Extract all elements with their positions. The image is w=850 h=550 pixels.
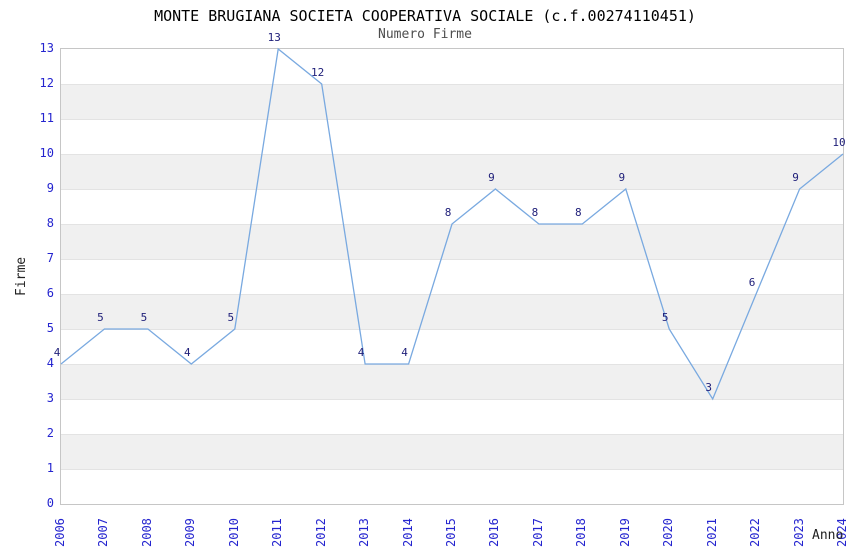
plot-band <box>61 294 843 329</box>
data-point-label: 9 <box>618 171 626 184</box>
plot-band <box>61 364 843 399</box>
y-tick-label: 8 <box>46 216 54 230</box>
y-tick-label: 3 <box>46 391 54 405</box>
data-point-label: 8 <box>444 206 452 219</box>
plot-band <box>61 154 843 189</box>
y-tick-label: 12 <box>39 76 54 90</box>
plot-band <box>61 434 843 469</box>
x-tick-label: 2011 <box>270 518 285 547</box>
data-point-label: 12 <box>311 66 325 79</box>
y-tick-label: 6 <box>46 286 54 300</box>
data-point-label: 4 <box>357 346 365 359</box>
gridline <box>61 469 843 470</box>
y-tick-label: 4 <box>46 356 54 370</box>
data-point-label: 4 <box>184 346 191 359</box>
x-tick-label: 2021 <box>704 518 719 547</box>
data-point-label: 5 <box>227 311 235 324</box>
gridline <box>61 364 843 365</box>
x-tick-label: 2007 <box>96 518 111 547</box>
gridline <box>61 294 843 295</box>
data-point-label: 5 <box>661 311 669 324</box>
plot-band <box>61 259 843 294</box>
y-tick-label: 10 <box>39 146 54 160</box>
x-tick-label: 2017 <box>530 518 545 547</box>
x-tick-label: 2008 <box>139 518 154 547</box>
plot-band <box>61 49 843 84</box>
y-tick-label: 0 <box>46 496 54 510</box>
x-tick-label: 2015 <box>444 518 458 547</box>
x-tick-label: 2022 <box>748 518 763 547</box>
plot-band <box>61 399 843 434</box>
data-point-label: 4 <box>401 346 408 359</box>
data-point-label: 5 <box>140 311 148 324</box>
y-tick-label: 7 <box>46 251 54 265</box>
gridline <box>61 119 843 120</box>
x-tick-label: 2023 <box>791 518 806 547</box>
plot-area <box>60 47 844 505</box>
x-tick-label: 2009 <box>183 518 198 547</box>
y-tick-label: 11 <box>39 111 54 125</box>
x-tick-label: 2010 <box>226 518 241 547</box>
gridline <box>61 259 843 260</box>
x-tick-label: 2016 <box>487 518 502 547</box>
data-point-label: 3 <box>705 381 712 394</box>
chart-title: MONTE BRUGIANA SOCIETA COOPERATIVA SOCIA… <box>154 7 696 25</box>
data-point-label: 6 <box>748 276 756 289</box>
plot-band <box>61 119 843 154</box>
gridline <box>61 84 843 85</box>
y-tick-label: 5 <box>46 321 54 335</box>
x-tick-label: 2013 <box>357 518 372 547</box>
x-tick-label: 2020 <box>661 518 676 547</box>
x-tick-label: 2006 <box>53 518 67 547</box>
y-tick-label: 9 <box>46 181 54 195</box>
x-tick-label: 2014 <box>400 518 415 547</box>
plot-band <box>61 469 843 504</box>
line-series <box>60 47 844 401</box>
gridline <box>61 329 843 330</box>
plot-band <box>61 329 843 364</box>
plot-band <box>61 224 843 259</box>
x-axis-title: Anno <box>812 528 844 543</box>
plot-band <box>61 84 843 119</box>
data-point-label: 9 <box>792 171 799 184</box>
gridline <box>61 189 843 190</box>
chart-subtitle: Numero Firme <box>378 27 472 42</box>
gridline <box>61 434 843 435</box>
y-axis-title: Firme <box>14 256 29 296</box>
plot-band <box>61 189 843 224</box>
data-point-label: 5 <box>97 311 104 324</box>
y-tick-label: 13 <box>39 41 54 55</box>
data-point-label: 9 <box>488 171 495 184</box>
line-series-svg <box>60 47 844 401</box>
data-point-label: 8 <box>575 206 582 219</box>
data-point-label: 8 <box>531 206 539 219</box>
y-tick-label: 2 <box>46 426 54 440</box>
x-tick-label: 2012 <box>313 518 328 547</box>
data-point-label: 4 <box>53 346 61 359</box>
x-tick-label: 2019 <box>617 518 632 547</box>
x-tick-label: 2018 <box>574 518 589 547</box>
data-point-label: 10 <box>832 136 846 149</box>
y-tick-label: 1 <box>46 461 54 475</box>
gridline <box>61 154 843 155</box>
gridline <box>61 399 843 400</box>
data-point-label: 13 <box>267 31 281 44</box>
